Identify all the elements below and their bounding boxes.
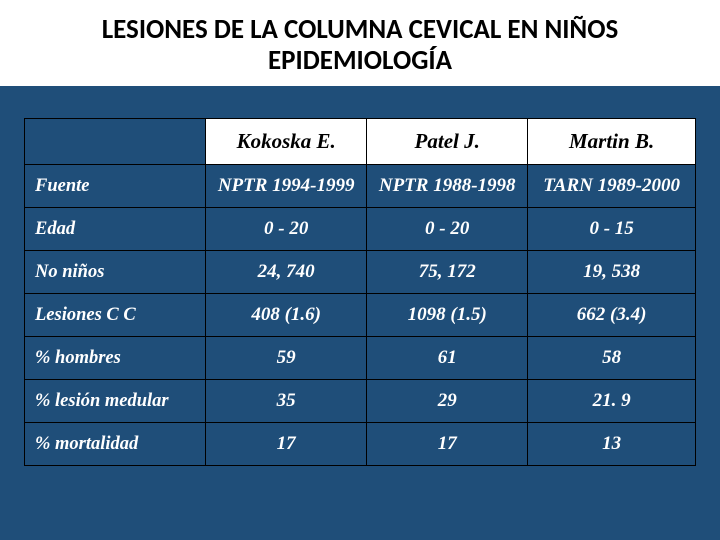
row-label: % lesión medular <box>25 380 206 423</box>
table-cell: 0 - 15 <box>528 208 696 251</box>
title-line-1: LESIONES DE LA COLUMNA CEVICAL EN NIÑOS <box>102 13 619 46</box>
table-container: Kokoska E. Patel J. Martin B. Fuente NPT… <box>0 86 720 466</box>
table-row: Lesiones C C 408 (1.6) 1098 (1.5) 662 (3… <box>25 294 696 337</box>
table-corner-cell <box>25 119 206 165</box>
table-row: % hombres 59 61 58 <box>25 337 696 380</box>
table-cell: 408 (1.6) <box>206 294 367 337</box>
table-cell: NPTR 1988-1998 <box>367 165 528 208</box>
table-cell: 24, 740 <box>206 251 367 294</box>
table-row: % lesión medular 35 29 21. 9 <box>25 380 696 423</box>
table-cell: 13 <box>528 423 696 466</box>
row-label: Fuente <box>25 165 206 208</box>
table-cell: 59 <box>206 337 367 380</box>
table-cell: NPTR 1994-1999 <box>206 165 367 208</box>
table-cell: 1098 (1.5) <box>367 294 528 337</box>
epidemiology-table: Kokoska E. Patel J. Martin B. Fuente NPT… <box>24 118 696 466</box>
table-row: Fuente NPTR 1994-1999 NPTR 1988-1998 TAR… <box>25 165 696 208</box>
table-cell: 21. 9 <box>528 380 696 423</box>
table-cell: 0 - 20 <box>206 208 367 251</box>
row-label: Lesiones C C <box>25 294 206 337</box>
row-label: No niños <box>25 251 206 294</box>
col-header: Martin B. <box>528 119 696 165</box>
table-row: % mortalidad 17 17 13 <box>25 423 696 466</box>
table-cell: 662 (3.4) <box>528 294 696 337</box>
table-cell: 17 <box>206 423 367 466</box>
table-cell: 17 <box>367 423 528 466</box>
row-label: % hombres <box>25 337 206 380</box>
table-cell: 75, 172 <box>367 251 528 294</box>
table-cell: 58 <box>528 337 696 380</box>
table-cell: 19, 538 <box>528 251 696 294</box>
page-title: LESIONES DE LA COLUMNA CEVICAL EN NIÑOS … <box>20 14 700 76</box>
table-cell: 0 - 20 <box>367 208 528 251</box>
table-row: Edad 0 - 20 0 - 20 0 - 15 <box>25 208 696 251</box>
col-header: Patel J. <box>367 119 528 165</box>
table-row: No niños 24, 740 75, 172 19, 538 <box>25 251 696 294</box>
row-label: Edad <box>25 208 206 251</box>
table-cell: 35 <box>206 380 367 423</box>
table-cell: 61 <box>367 337 528 380</box>
title-line-2: EPIDEMIOLOGÍA <box>268 44 452 77</box>
title-band: LESIONES DE LA COLUMNA CEVICAL EN NIÑOS … <box>0 0 720 86</box>
row-label: % mortalidad <box>25 423 206 466</box>
table-cell: TARN 1989-2000 <box>528 165 696 208</box>
table-header-row: Kokoska E. Patel J. Martin B. <box>25 119 696 165</box>
table-cell: 29 <box>367 380 528 423</box>
col-header: Kokoska E. <box>206 119 367 165</box>
